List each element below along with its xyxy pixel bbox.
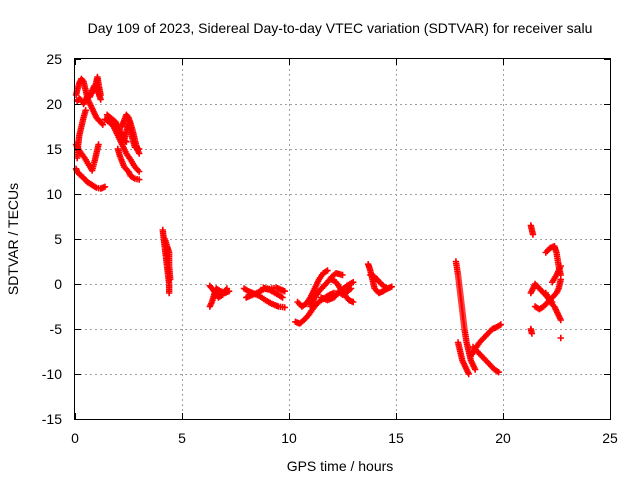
data-point (165, 289, 173, 297)
data-point (465, 370, 472, 378)
grid-lines (75, 59, 610, 419)
data-point (388, 283, 395, 290)
y-tick-label: 15 (46, 141, 62, 157)
y-tick-label: 5 (54, 231, 62, 247)
x-tick-label: 0 (71, 430, 79, 446)
data-point (281, 304, 288, 311)
y-tick-label: -5 (50, 321, 63, 337)
y-tick-label: 20 (46, 96, 62, 112)
data-point (471, 366, 479, 373)
data-point (529, 231, 537, 238)
x-tick-label: 5 (178, 430, 186, 446)
data-point (82, 107, 89, 114)
data-point (324, 267, 331, 274)
x-tick-label: 25 (602, 430, 618, 446)
data-point (95, 141, 102, 148)
x-tick-labels: 0 5 10 15 20 25 (71, 430, 618, 446)
data-point (528, 330, 536, 337)
y-tick-labels: -15 -10 -5 0 5 10 15 20 25 (42, 51, 62, 427)
data-point (339, 271, 346, 279)
y-tick-label: 10 (46, 186, 62, 202)
data-point (497, 321, 505, 328)
data-point (136, 145, 143, 153)
data-point (167, 276, 174, 283)
y-axis-label: SDTVAR / TECUs (5, 183, 21, 295)
data-point (101, 183, 109, 190)
plot-frame (74, 58, 611, 420)
y-tick-label: 25 (46, 51, 62, 67)
data-point (557, 262, 564, 270)
data-point (97, 91, 104, 99)
data-point (557, 334, 564, 342)
data-point (347, 285, 355, 292)
y-tick-label: 0 (54, 276, 62, 292)
data-point (495, 369, 502, 376)
y-tick-label: -10 (42, 366, 62, 382)
x-tick-label: 15 (388, 430, 404, 446)
data-point (99, 121, 107, 128)
data-point (279, 294, 286, 301)
data-point (136, 168, 143, 175)
x-tick-label: 10 (281, 430, 297, 446)
chart-title: Day 109 of 2023, Sidereal Day-to-day VTE… (88, 20, 593, 36)
data-point (384, 285, 391, 292)
data-point (350, 279, 357, 286)
data-point (223, 285, 231, 292)
data-point (281, 288, 288, 295)
x-tick-label: 20 (495, 430, 511, 446)
axis-ticks (75, 59, 611, 420)
data-point (136, 176, 143, 183)
y-tick-label: -15 (42, 411, 62, 427)
data-marks (72, 73, 564, 378)
x-axis-label: GPS time / hours (287, 458, 394, 474)
data-point (557, 316, 564, 324)
data-point (350, 298, 357, 306)
